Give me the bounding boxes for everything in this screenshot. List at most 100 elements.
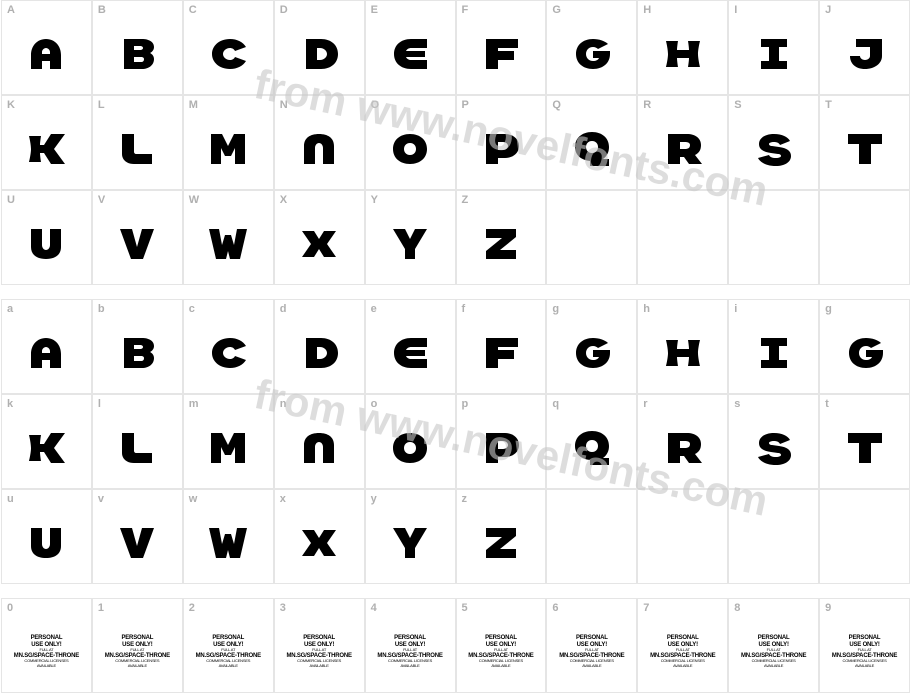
glyph-cell: E xyxy=(365,0,456,95)
glyph-cell: U xyxy=(1,190,92,285)
glyph-cell: u xyxy=(1,489,92,584)
cell-label: 4 xyxy=(371,602,377,614)
empty-cell xyxy=(637,190,728,285)
glyph-cell: k xyxy=(1,394,92,489)
digit-cell: 2PERSONALUSE ONLY!FULL ATMN.SG/SPACE-THR… xyxy=(183,598,274,693)
glyph-cell: D xyxy=(274,0,365,95)
cell-label: d xyxy=(280,303,287,315)
glyph-display xyxy=(547,300,636,393)
glyph-display xyxy=(2,1,91,94)
glyph-cell: p xyxy=(456,394,547,489)
cell-label: J xyxy=(825,4,831,16)
cell-label: z xyxy=(462,493,468,505)
digit-notice: PERSONALUSE ONLY!FULL ATMN.SG/SPACE-THRO… xyxy=(184,599,273,692)
cell-label: 8 xyxy=(734,602,740,614)
glyph-cell: a xyxy=(1,299,92,394)
font-map-container: ABCDEFGHIJKLMNOPQRSTUVWXYZabcdefghigklmn… xyxy=(0,0,911,693)
cell-label: n xyxy=(280,398,287,410)
glyph-display xyxy=(93,96,182,189)
glyph-display xyxy=(184,300,273,393)
glyph-cell: L xyxy=(92,95,183,190)
digit-notice: PERSONALUSE ONLY!FULL ATMN.SG/SPACE-THRO… xyxy=(457,599,546,692)
digit-notice: PERSONALUSE ONLY!FULL ATMN.SG/SPACE-THRO… xyxy=(820,599,909,692)
glyph-display xyxy=(457,395,546,488)
glyph-cell: F xyxy=(456,0,547,95)
cell-label: t xyxy=(825,398,829,410)
glyph-cell: V xyxy=(92,190,183,285)
cell-label: q xyxy=(552,398,559,410)
glyph-display xyxy=(366,191,455,284)
cell-label: X xyxy=(280,194,287,206)
cell-label: 1 xyxy=(98,602,104,614)
glyph-display xyxy=(729,395,818,488)
empty-cell xyxy=(819,489,910,584)
empty-cell xyxy=(546,489,637,584)
glyph-display xyxy=(184,1,273,94)
cell-label: W xyxy=(189,194,199,206)
cell-label: M xyxy=(189,99,198,111)
cell-label: 9 xyxy=(825,602,831,614)
glyph-display xyxy=(457,300,546,393)
glyph-display xyxy=(275,490,364,583)
cell-label: o xyxy=(371,398,378,410)
glyph-display xyxy=(2,300,91,393)
cell-label: v xyxy=(98,493,104,505)
glyph-cell: Y xyxy=(365,190,456,285)
glyph-display xyxy=(275,395,364,488)
glyph-cell: y xyxy=(365,489,456,584)
glyph-cell: T xyxy=(819,95,910,190)
glyph-cell: x xyxy=(274,489,365,584)
digit-notice: PERSONALUSE ONLY!FULL ATMN.SG/SPACE-THRO… xyxy=(547,599,636,692)
glyph-cell: g xyxy=(819,299,910,394)
cell-label: 6 xyxy=(552,602,558,614)
digit-cell: 5PERSONALUSE ONLY!FULL ATMN.SG/SPACE-THR… xyxy=(456,598,547,693)
cell-label: m xyxy=(189,398,199,410)
cell-label: U xyxy=(7,194,15,206)
glyph-cell: R xyxy=(637,95,728,190)
glyph-cell: W xyxy=(183,190,274,285)
glyph-display xyxy=(638,1,727,94)
cell-label: w xyxy=(189,493,198,505)
cell-label: f xyxy=(462,303,466,315)
empty-cell xyxy=(728,190,819,285)
cell-label: i xyxy=(734,303,737,315)
cell-label: E xyxy=(371,4,378,16)
cell-label: H xyxy=(643,4,651,16)
glyph-cell: O xyxy=(365,95,456,190)
glyph-cell: G xyxy=(546,0,637,95)
glyph-cell: r xyxy=(637,394,728,489)
digit-cell: 1PERSONALUSE ONLY!FULL ATMN.SG/SPACE-THR… xyxy=(92,598,183,693)
glyph-display xyxy=(366,300,455,393)
glyph-display xyxy=(547,395,636,488)
digit-cell: 0PERSONALUSE ONLY!FULL ATMN.SG/SPACE-THR… xyxy=(1,598,92,693)
glyph-display xyxy=(729,1,818,94)
digit-cell: 6PERSONALUSE ONLY!FULL ATMN.SG/SPACE-THR… xyxy=(546,598,637,693)
cell-label: A xyxy=(7,4,15,16)
glyph-cell: I xyxy=(728,0,819,95)
glyph-cell: h xyxy=(637,299,728,394)
cell-label: a xyxy=(7,303,13,315)
cell-label: Q xyxy=(552,99,561,111)
glyph-cell: X xyxy=(274,190,365,285)
cell-label: F xyxy=(462,4,469,16)
cell-label: C xyxy=(189,4,197,16)
glyph-display xyxy=(729,300,818,393)
glyph-cell: o xyxy=(365,394,456,489)
glyph-cell: c xyxy=(183,299,274,394)
cell-label: 2 xyxy=(189,602,195,614)
empty-cell xyxy=(637,489,728,584)
glyph-cell: d xyxy=(274,299,365,394)
cell-label: S xyxy=(734,99,741,111)
digit-grid: 0PERSONALUSE ONLY!FULL ATMN.SG/SPACE-THR… xyxy=(1,598,910,693)
glyph-cell: t xyxy=(819,394,910,489)
cell-label: N xyxy=(280,99,288,111)
cell-label: c xyxy=(189,303,195,315)
cell-label: Y xyxy=(371,194,378,206)
empty-cell xyxy=(819,190,910,285)
cell-label: R xyxy=(643,99,651,111)
digit-notice: PERSONALUSE ONLY!FULL ATMN.SG/SPACE-THRO… xyxy=(93,599,182,692)
glyph-display xyxy=(93,395,182,488)
glyph-cell: v xyxy=(92,489,183,584)
glyph-display xyxy=(93,490,182,583)
glyph-display xyxy=(2,191,91,284)
